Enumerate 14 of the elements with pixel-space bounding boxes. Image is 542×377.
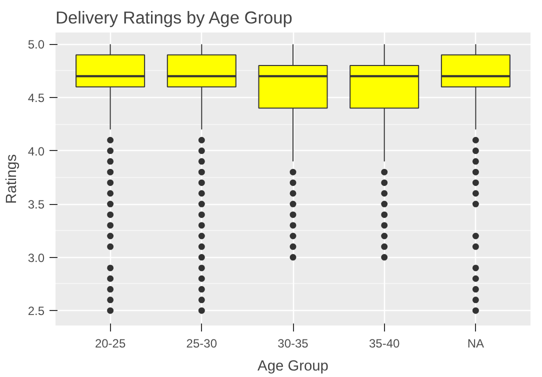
y-tick-label: 4.0 — [28, 144, 45, 158]
x-axis-title: Age Group — [258, 358, 328, 374]
y-axis-title: Ratings — [4, 154, 20, 204]
x-tick-label: 25-30 — [186, 336, 218, 350]
y-tick-label: 3.0 — [28, 250, 45, 265]
x-tick-label: 20-25 — [94, 336, 126, 350]
y-tick-label: 5.0 — [28, 38, 45, 52]
x-tick-label: 35-40 — [369, 336, 400, 350]
y-tick-label: 3.5 — [28, 198, 45, 212]
y-tick-label: 4.5 — [28, 90, 45, 105]
x-tick-label: NA — [467, 336, 484, 350]
y-tick-label: 2.5 — [28, 304, 45, 318]
chart-title: Delivery Ratings by Age Group — [56, 8, 292, 28]
x-tick-label: 30-35 — [278, 336, 309, 350]
